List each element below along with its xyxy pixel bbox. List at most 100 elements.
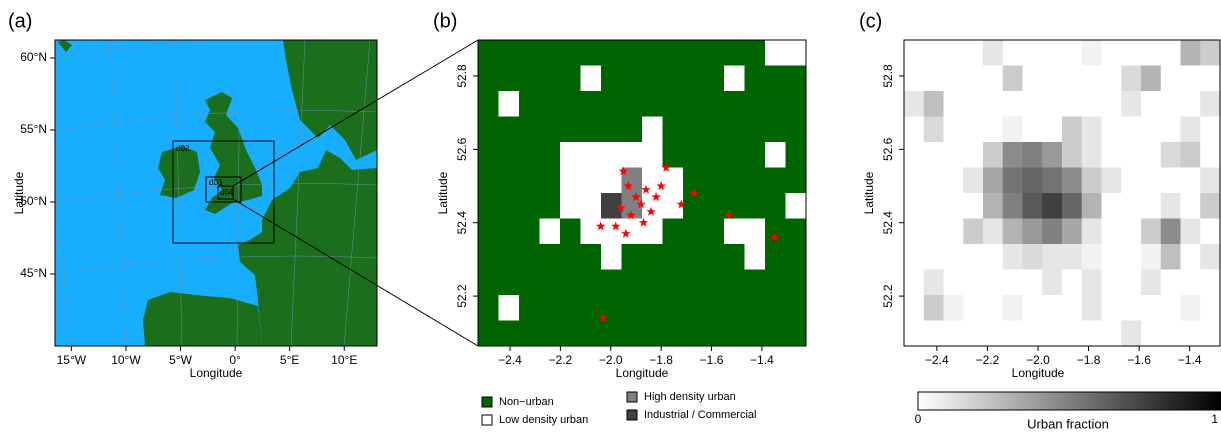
cell <box>683 218 704 245</box>
domain-label: d03 <box>209 178 223 187</box>
cell <box>1180 40 1201 66</box>
cell <box>724 40 745 66</box>
site-marker <box>631 192 641 202</box>
cell <box>963 40 984 66</box>
cell <box>785 269 807 296</box>
cell <box>923 167 944 194</box>
cell <box>983 142 1004 168</box>
domain-label: d02 <box>176 144 190 153</box>
cell <box>519 244 540 270</box>
cell <box>923 65 944 92</box>
site-marker <box>661 162 671 172</box>
cell <box>621 269 643 296</box>
cell <box>1002 244 1023 270</box>
plot-frame <box>903 39 1221 347</box>
cell <box>580 167 602 194</box>
cell <box>943 295 964 321</box>
cell <box>943 167 964 194</box>
cell <box>601 218 622 245</box>
cell <box>744 116 766 143</box>
cell <box>1200 218 1221 245</box>
cell <box>560 244 581 270</box>
cell <box>1022 167 1043 194</box>
cell <box>943 91 964 117</box>
cell <box>642 40 663 66</box>
cell <box>1200 320 1221 347</box>
cell <box>943 218 964 245</box>
cell <box>1042 65 1063 92</box>
cell <box>765 142 786 168</box>
cell <box>498 167 520 194</box>
cell <box>539 244 561 270</box>
cell <box>1200 65 1221 92</box>
cell <box>703 91 725 117</box>
cell <box>983 295 1004 321</box>
cell <box>943 142 964 168</box>
cell <box>560 65 581 92</box>
cell <box>642 91 663 117</box>
plot-frame <box>54 39 378 347</box>
cell <box>1002 40 1023 66</box>
cell <box>478 65 499 92</box>
site-marker <box>724 210 734 220</box>
cell <box>963 65 984 92</box>
colorbar-tick-label: 1 <box>1211 412 1218 426</box>
cell <box>1081 65 1102 92</box>
cell <box>560 167 581 194</box>
x-tick-label: −2.0 <box>1026 353 1050 367</box>
cell <box>765 218 786 245</box>
cell <box>478 116 499 143</box>
cell <box>904 244 925 270</box>
cell <box>1002 218 1023 245</box>
cell <box>539 142 561 168</box>
site-marker <box>623 181 634 191</box>
cell <box>498 218 520 245</box>
cell <box>1022 295 1043 321</box>
cell <box>1002 116 1023 143</box>
cell <box>621 91 643 117</box>
cell <box>580 193 602 219</box>
cell <box>1180 91 1201 117</box>
cell <box>683 244 704 270</box>
cell <box>478 244 499 270</box>
x-tick-label: 10°W <box>111 353 141 367</box>
cell <box>1141 167 1162 194</box>
zoom-line <box>232 39 479 187</box>
cell <box>923 269 944 296</box>
cell <box>642 269 663 296</box>
cell <box>580 244 602 270</box>
cell <box>724 142 745 168</box>
site-marker <box>636 199 646 209</box>
cell <box>1081 244 1102 270</box>
x-tick-label: −1.6 <box>1127 353 1151 367</box>
cell <box>1160 65 1181 92</box>
cell <box>1160 167 1181 194</box>
cell <box>560 295 581 321</box>
cell <box>1002 91 1023 117</box>
y-tick-label: 52.8 <box>455 64 469 88</box>
cell <box>1081 320 1102 347</box>
cell <box>621 218 643 245</box>
cell <box>1180 142 1201 168</box>
y-tick-label: 52.2 <box>881 284 895 308</box>
cell <box>1121 91 1142 117</box>
cell <box>1002 193 1023 219</box>
cell <box>519 116 540 143</box>
cell <box>580 91 602 117</box>
cell <box>1101 218 1122 245</box>
cell <box>1002 142 1023 168</box>
cell <box>785 40 807 66</box>
cell <box>519 320 540 347</box>
colorbar-label: Urban fraction <box>1027 416 1109 431</box>
cell <box>560 269 581 296</box>
y-tick-label: 55°N <box>20 122 47 136</box>
cell <box>765 167 786 194</box>
cell <box>703 218 725 245</box>
domain-box <box>205 176 242 203</box>
cell <box>963 91 984 117</box>
cell <box>904 65 925 92</box>
cell <box>539 167 561 194</box>
cell <box>478 167 499 194</box>
site-marker <box>651 192 661 202</box>
cell <box>785 91 807 117</box>
